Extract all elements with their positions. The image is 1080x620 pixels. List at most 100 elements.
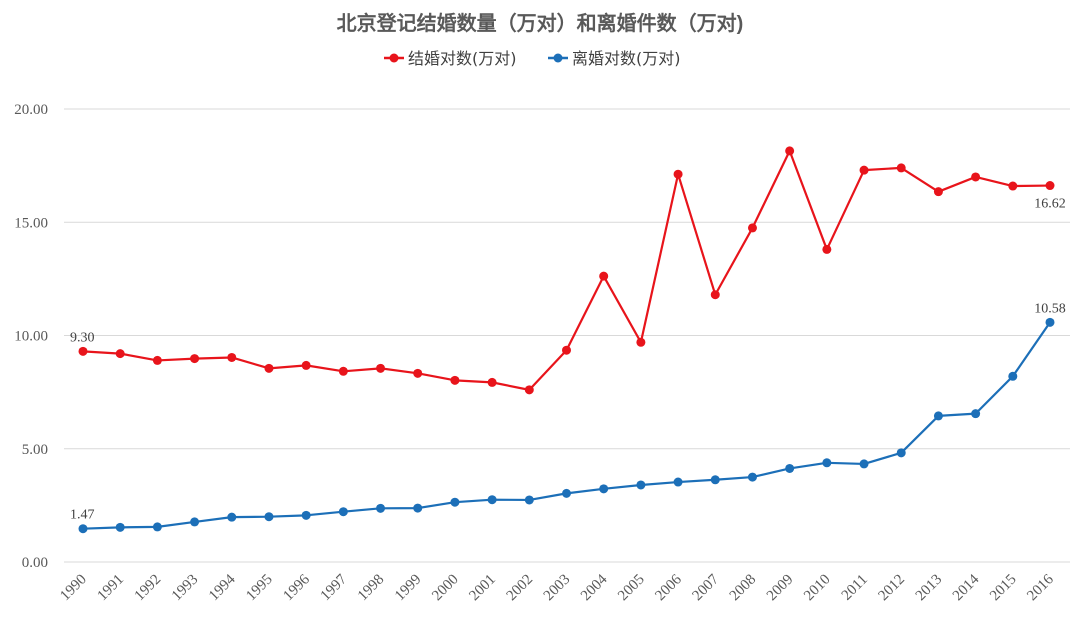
data-label: 10.58 [1034, 301, 1066, 316]
x-tick-label: 2003 [541, 572, 574, 605]
data-point [710, 290, 720, 300]
data-point [301, 360, 311, 370]
data-point [747, 223, 757, 233]
gridlines [64, 108, 1070, 563]
x-tick-label: 2005 [615, 572, 648, 605]
x-tick-label: 1992 [132, 572, 165, 605]
x-tick-label: 2011 [839, 572, 871, 604]
series-group [78, 146, 1055, 534]
data-point [785, 146, 795, 156]
data-point [413, 368, 423, 378]
data-point [450, 497, 460, 507]
data-point [747, 472, 757, 482]
x-tick-label: 1995 [243, 572, 276, 605]
data-point [190, 517, 200, 527]
data-label: 9.30 [70, 330, 95, 345]
x-tick-label: 2008 [727, 572, 760, 605]
x-tick-label: 2007 [690, 571, 723, 604]
data-point [78, 524, 88, 534]
data-point [859, 165, 869, 175]
x-tick-label: 2016 [1024, 571, 1057, 604]
data-point [152, 522, 162, 532]
legend-label: 结婚对数(万对) [408, 49, 517, 68]
y-tick-label: 5.00 [22, 442, 48, 458]
data-label: 16.62 [1034, 197, 1066, 212]
x-tick-label: 1998 [355, 572, 388, 605]
data-point [599, 484, 609, 494]
x-tick-label: 2014 [950, 571, 983, 604]
data-point [710, 475, 720, 485]
x-tick-label: 2002 [504, 572, 537, 605]
data-point [264, 512, 274, 522]
data-point [301, 510, 311, 520]
x-tick-label: 1991 [94, 572, 127, 605]
x-tick-label: 2001 [466, 572, 499, 605]
data-point [413, 503, 423, 513]
data-point [1045, 317, 1055, 327]
data-point [971, 409, 981, 419]
data-point [524, 385, 534, 395]
data-point [450, 375, 460, 385]
x-tick-label: 2010 [801, 572, 834, 605]
data-point [933, 411, 943, 421]
data-point [338, 507, 348, 517]
x-tick-label: 1996 [280, 571, 313, 604]
data-point [152, 355, 162, 365]
data-point [78, 346, 88, 356]
data-point [1008, 181, 1018, 191]
legend-label: 离婚对数(万对) [572, 49, 681, 68]
data-point [636, 337, 646, 347]
x-tick-label: 1993 [169, 572, 202, 605]
data-point [896, 163, 906, 173]
x-tick-label: 2015 [987, 572, 1020, 605]
data-point [115, 522, 125, 532]
y-tick-label: 10.00 [14, 329, 48, 345]
data-point [487, 495, 497, 505]
data-point [562, 488, 571, 498]
data-point [822, 244, 832, 254]
data-label: 1.47 [70, 508, 95, 523]
legend: 结婚对数(万对) 离婚对数(万对) [384, 49, 681, 68]
legend-swatch-marker [389, 53, 399, 63]
data-point [227, 512, 237, 522]
data-point [376, 363, 386, 373]
data-point [487, 377, 497, 387]
data-point [1008, 371, 1018, 381]
data-point [933, 187, 943, 197]
data-point [673, 477, 683, 487]
x-tick-label: 1990 [57, 572, 90, 605]
data-labels: 9.30 16.62 1.47 10.58 [70, 197, 1066, 523]
x-tick-label: 2004 [578, 571, 611, 604]
x-tick-label: 2012 [876, 572, 909, 605]
x-tick-label: 1994 [206, 571, 239, 604]
data-point [338, 366, 348, 376]
data-point [227, 352, 237, 362]
x-tick-label: 2013 [913, 572, 946, 605]
data-point [673, 169, 683, 179]
data-point [524, 495, 534, 505]
data-point [599, 271, 609, 281]
data-point [190, 354, 200, 364]
y-axis: 0.00 5.00 10.00 15.00 20.00 [14, 102, 48, 571]
data-point [562, 345, 571, 355]
y-tick-label: 20.00 [14, 102, 48, 118]
data-point [971, 172, 981, 182]
legend-item: 结婚对数(万对) [384, 49, 517, 68]
chart-title: 北京登记结婚数量（万对）和离婚件数（万对) [337, 11, 744, 35]
x-tick-label: 1997 [318, 571, 351, 604]
legend-swatch-marker [553, 53, 563, 63]
x-axis: 1990 1991 1992 1993 1994 1995 1996 1997 1998 1999… [57, 571, 1057, 604]
data-point [1045, 181, 1055, 191]
y-tick-label: 15.00 [14, 215, 48, 231]
data-point [115, 349, 125, 359]
data-point [896, 448, 906, 458]
data-point [264, 363, 274, 373]
x-tick-label: 2006 [652, 571, 685, 604]
data-point [785, 463, 795, 473]
data-point [376, 503, 386, 513]
x-tick-label: 2009 [764, 572, 797, 605]
data-point [859, 459, 869, 469]
legend-item: 离婚对数(万对) [548, 49, 681, 68]
